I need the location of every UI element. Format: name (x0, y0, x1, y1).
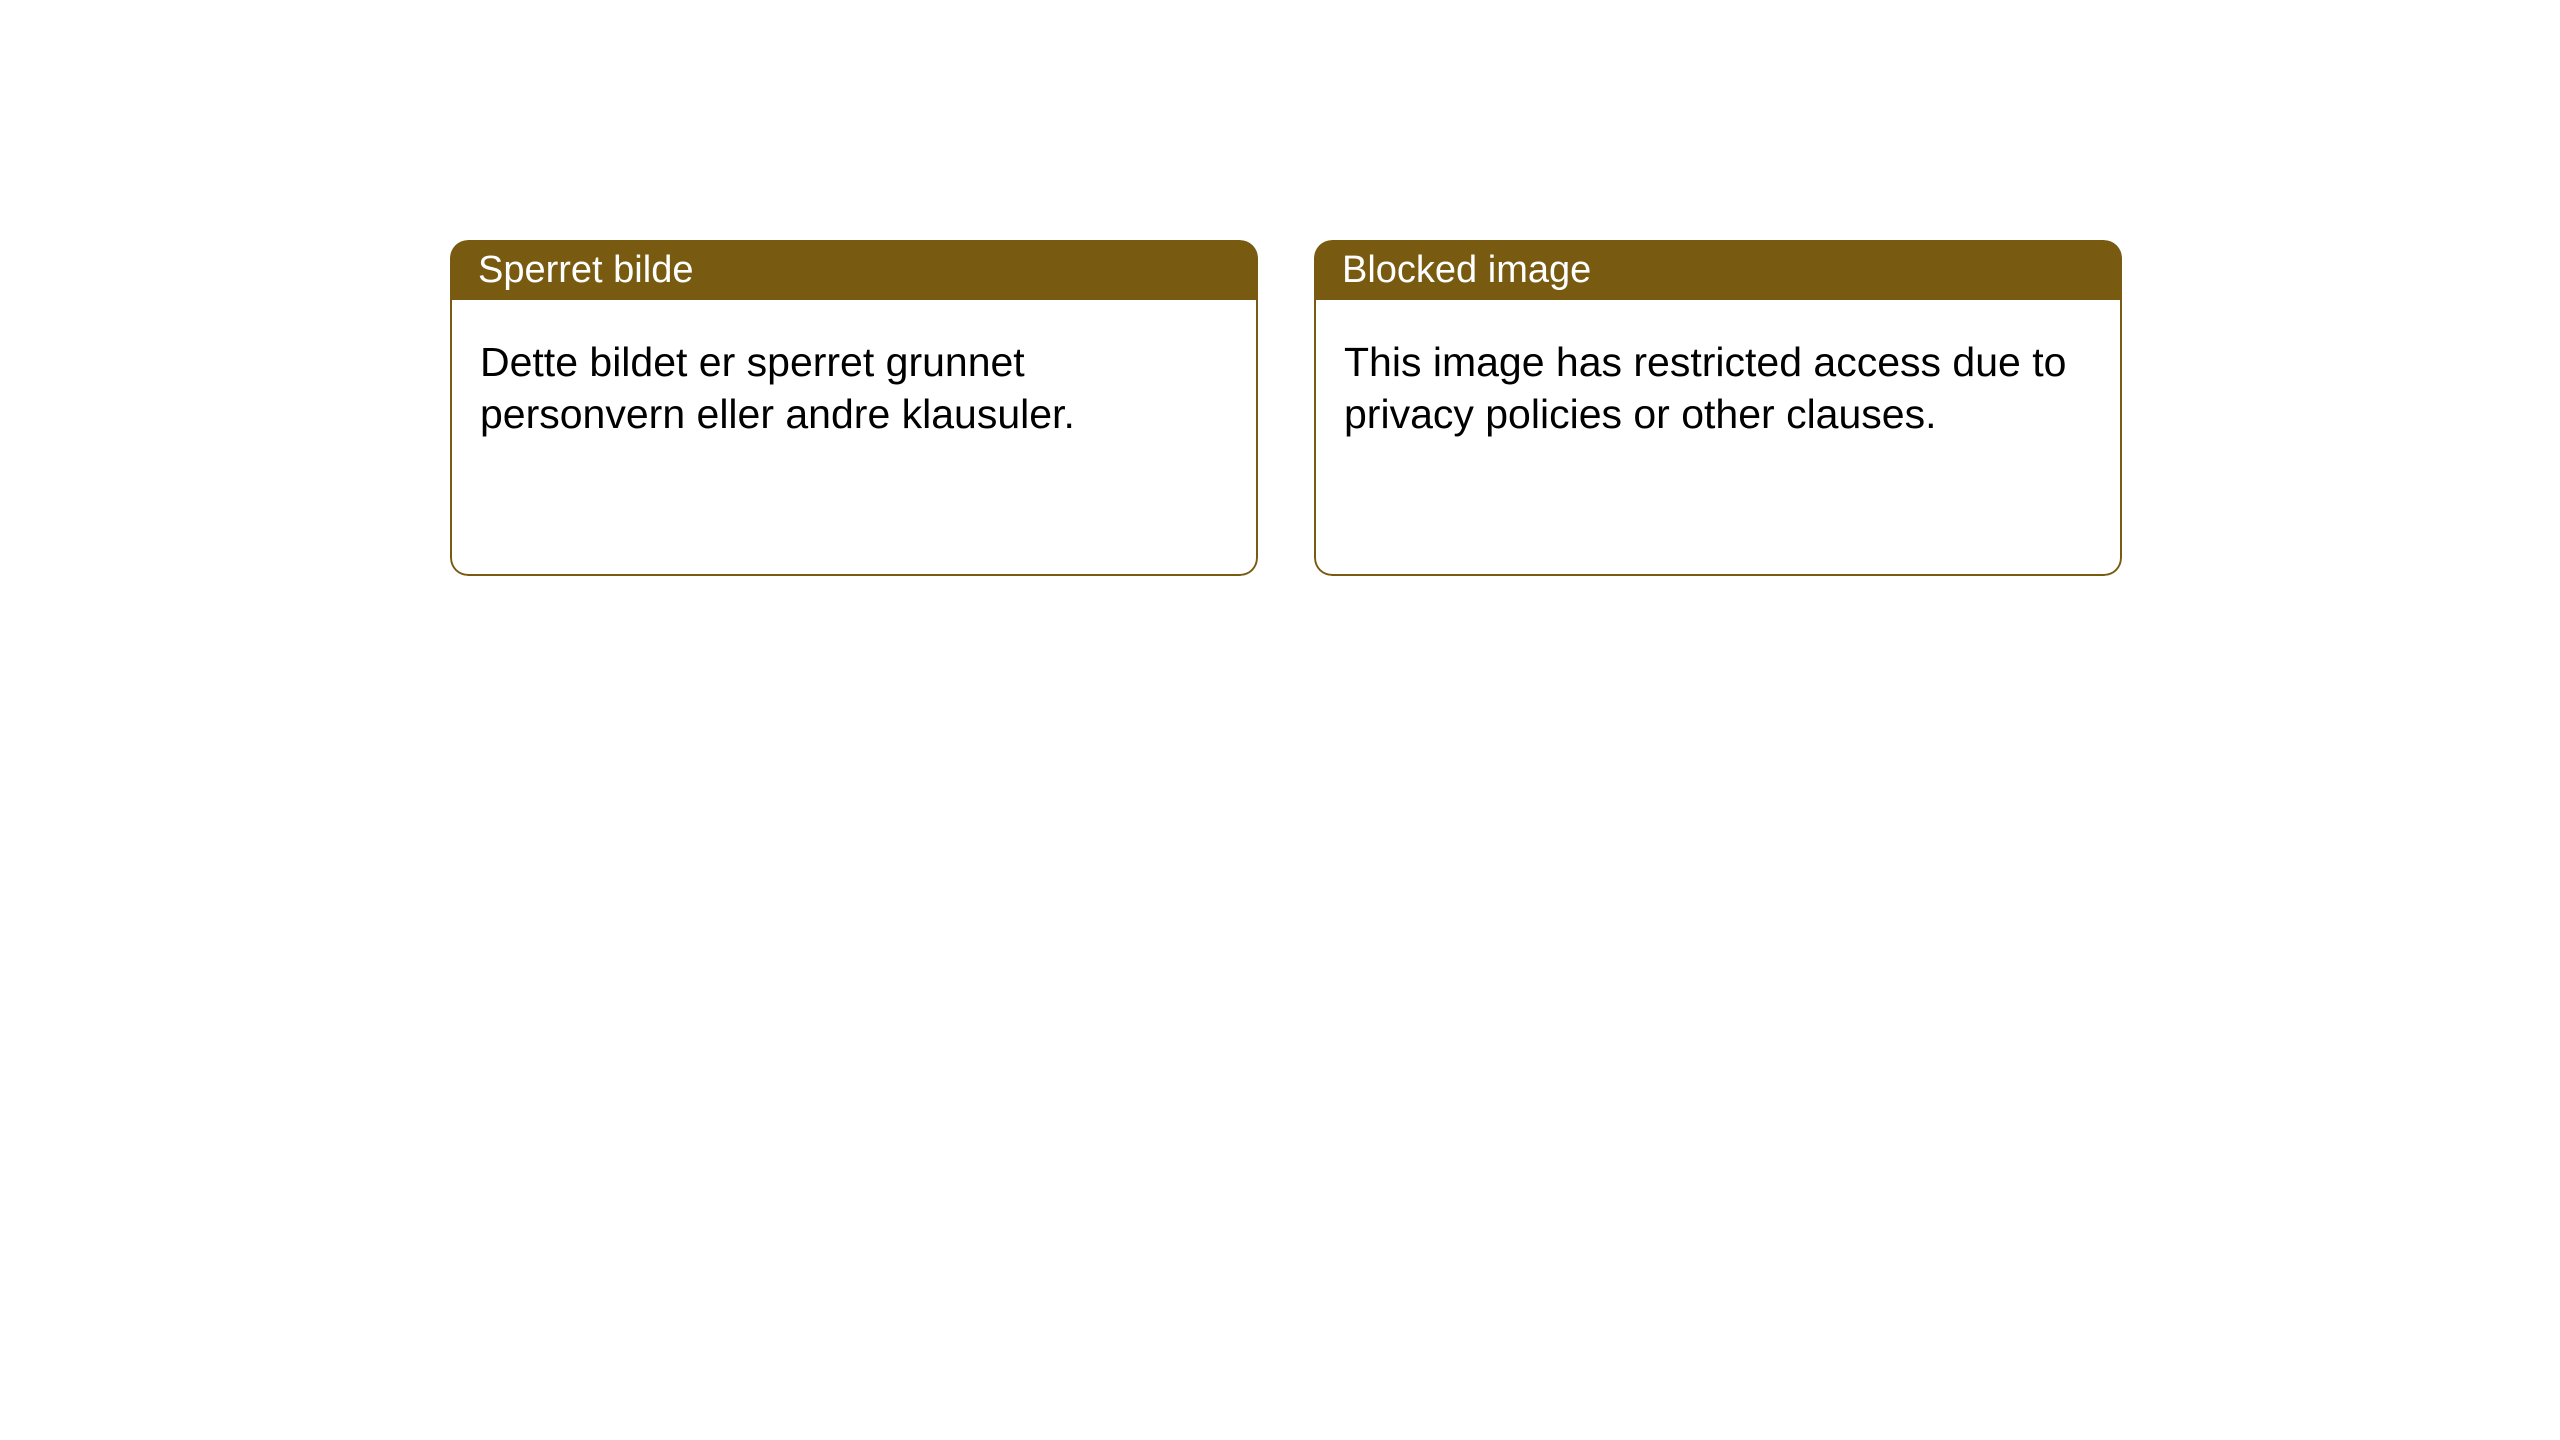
notice-body: This image has restricted access due to … (1314, 300, 2122, 576)
notice-cards-container: Sperret bilde Dette bildet er sperret gr… (450, 240, 2122, 576)
notice-body: Dette bildet er sperret grunnet personve… (450, 300, 1258, 576)
notice-header: Sperret bilde (450, 240, 1258, 300)
notice-card-norwegian: Sperret bilde Dette bildet er sperret gr… (450, 240, 1258, 576)
notice-header: Blocked image (1314, 240, 2122, 300)
notice-card-english: Blocked image This image has restricted … (1314, 240, 2122, 576)
